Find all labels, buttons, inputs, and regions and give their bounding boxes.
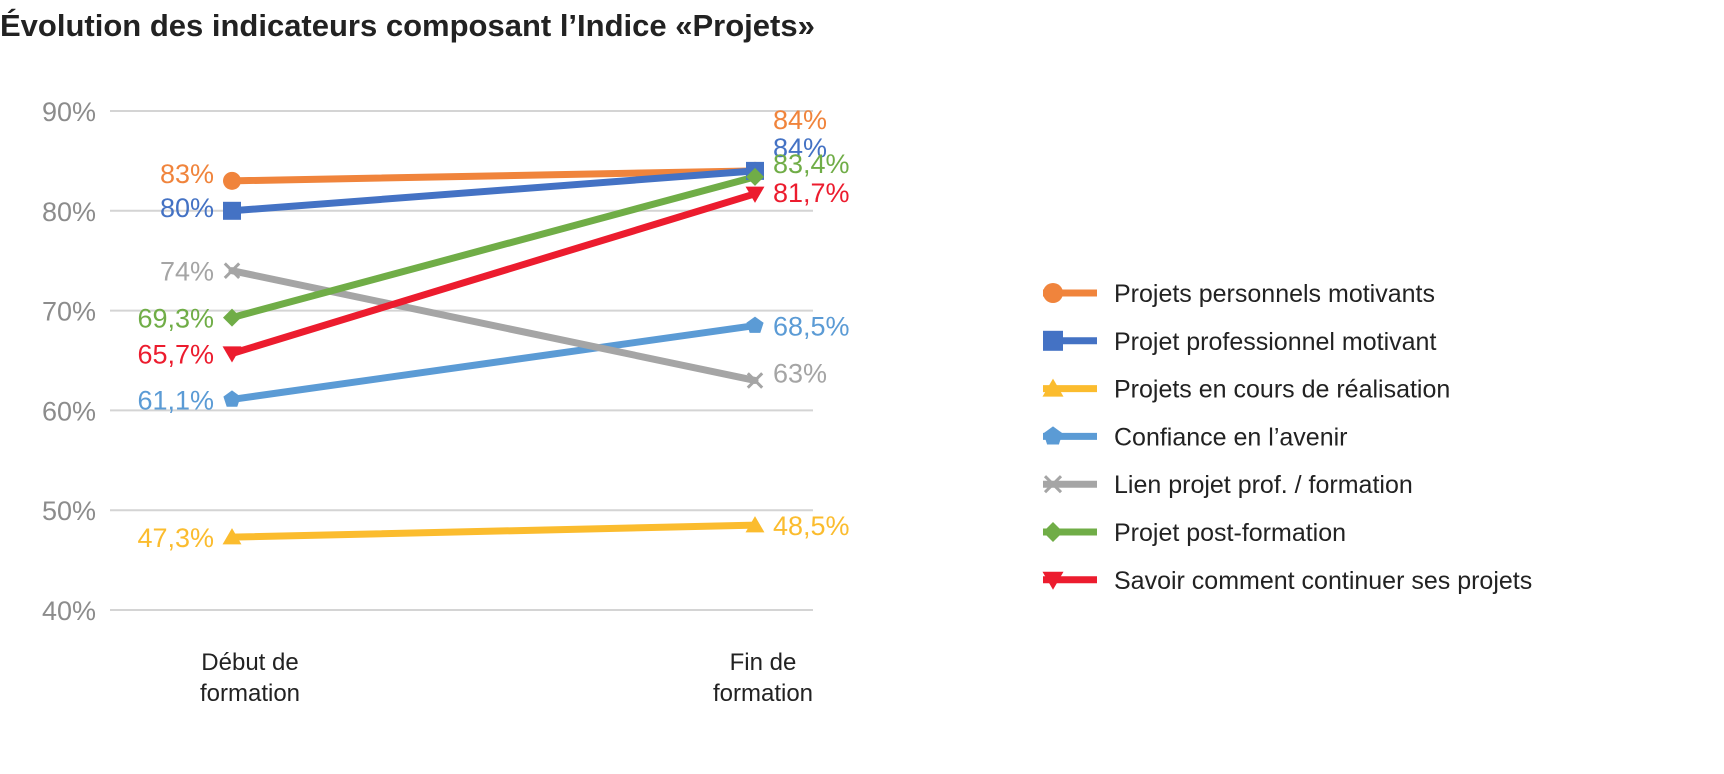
y-tick-label: 90% [42,97,96,127]
legend-marker [1043,522,1063,542]
legend-marker [1043,426,1063,445]
marker-projet-professionnel-motivant [223,201,241,220]
legend-label: Lien projet prof. / formation [1114,471,1413,499]
chart-title: Évolution des indicateurs composant l’In… [0,8,815,43]
legend-label: Projets en cours de réalisation [1114,376,1450,404]
data-label-projet-post-formation: 83,4% [773,149,850,179]
x-category-label: Fin de formation [713,649,813,707]
series-markers [222,161,765,545]
legend-label: Confiance en l’avenir [1114,423,1347,451]
series-line-lien-projet-prof-formation [228,267,759,384]
marker-projets-en-cours-de-realisation [745,516,765,533]
data-label-confiance-en-l-avenir: 61,1% [137,385,214,415]
legend-item-lien-projet-prof-formation: Lien projet prof. / formation [1043,471,1413,499]
series-line-confiance-en-l-avenir [228,322,759,403]
legend-marker [1043,475,1063,494]
marker-projets-personnels-motivants [223,171,241,190]
legend-label: Projets personnels motivants [1114,280,1435,308]
legend-item-projets-en-cours-de-realisation: Projets en cours de réalisation [1042,376,1450,404]
marker-lien-projet-prof-formation [746,372,764,389]
series-line-projets-en-cours-de-realisation [228,521,759,541]
legend-marker [1042,378,1064,397]
data-label-savoir-comment-continuer-ses-projets: 65,7% [137,340,214,370]
series-lines [228,167,759,541]
legend-marker [1043,330,1063,351]
data-label-projet-professionnel-motivant: 84% [773,133,827,163]
series-line-projet-professionnel-motivant [228,167,759,215]
marker-lien-projet-prof-formation [223,262,241,279]
marker-confiance-en-l-avenir [223,390,241,407]
y-tick-label: 40% [42,596,96,626]
y-axis-ticks: 40% 50% 60% 70% 80% 90% [42,97,96,626]
marker-confiance-en-l-avenir [746,316,764,333]
data-label-confiance-en-l-avenir: 68,5% [773,312,850,342]
legend: Projets personnels motivants Projet profe… [1042,280,1532,595]
y-tick-label: 50% [42,496,96,526]
legend-label: Projet professionnel motivant [1114,328,1436,356]
data-label-projets-personnels-motivants: 83% [160,159,214,189]
legend-label: Savoir comment continuer ses projets [1114,567,1532,595]
legend-label: Projet post-formation [1114,519,1346,547]
y-tick-label: 80% [42,197,96,227]
legend-marker [1043,283,1063,303]
legend-item-projets-personnels-motivants: Projets personnels motivants [1043,280,1435,308]
legend-marker [1042,571,1064,590]
data-label-lien-projet-prof-formation: 74% [160,257,214,287]
x-axis-categories: Début de formation Fin de formation [200,649,813,707]
series-line-projet-post-formation [228,173,759,322]
marker-projets-en-cours-de-realisation [222,528,242,545]
series-line-projets-personnels-motivants [228,167,759,185]
marker-savoir-comment-continuer-ses-projets [745,186,765,203]
marker-savoir-comment-continuer-ses-projets [222,346,242,363]
marker-projet-post-formation [223,308,241,327]
data-label-projets-en-cours-de-realisation: 47,3% [137,523,214,553]
data-label-projets-personnels-motivants: 84% [773,105,827,135]
data-label-projet-professionnel-motivant: 80% [160,193,214,223]
legend-item-confiance-en-l-avenir: Confiance en l’avenir [1043,423,1347,451]
x-category-label: Début de formation [200,649,300,707]
data-labels: 83% 84% 80% 84% 47,3% 48,5% 61,1% 68,5% 74% 63% 69… [137,105,849,553]
series-line-savoir-comment-continuer-ses-projets [228,190,759,358]
data-label-savoir-comment-continuer-ses-projets: 81,7% [773,178,850,208]
marker-projet-post-formation [746,167,764,186]
y-tick-label: 60% [42,396,96,426]
data-label-projet-post-formation: 69,3% [137,304,214,334]
data-label-projets-en-cours-de-realisation: 48,5% [773,511,850,541]
legend-item-savoir-comment-continuer-ses-projets: Savoir comment continuer ses projets [1042,567,1532,595]
legend-item-projet-professionnel-motivant: Projet professionnel motivant [1043,328,1436,356]
y-tick-label: 70% [42,297,96,327]
data-label-lien-projet-prof-formation: 63% [773,358,827,388]
legend-item-projet-post-formation: Projet post-formation [1043,519,1346,547]
